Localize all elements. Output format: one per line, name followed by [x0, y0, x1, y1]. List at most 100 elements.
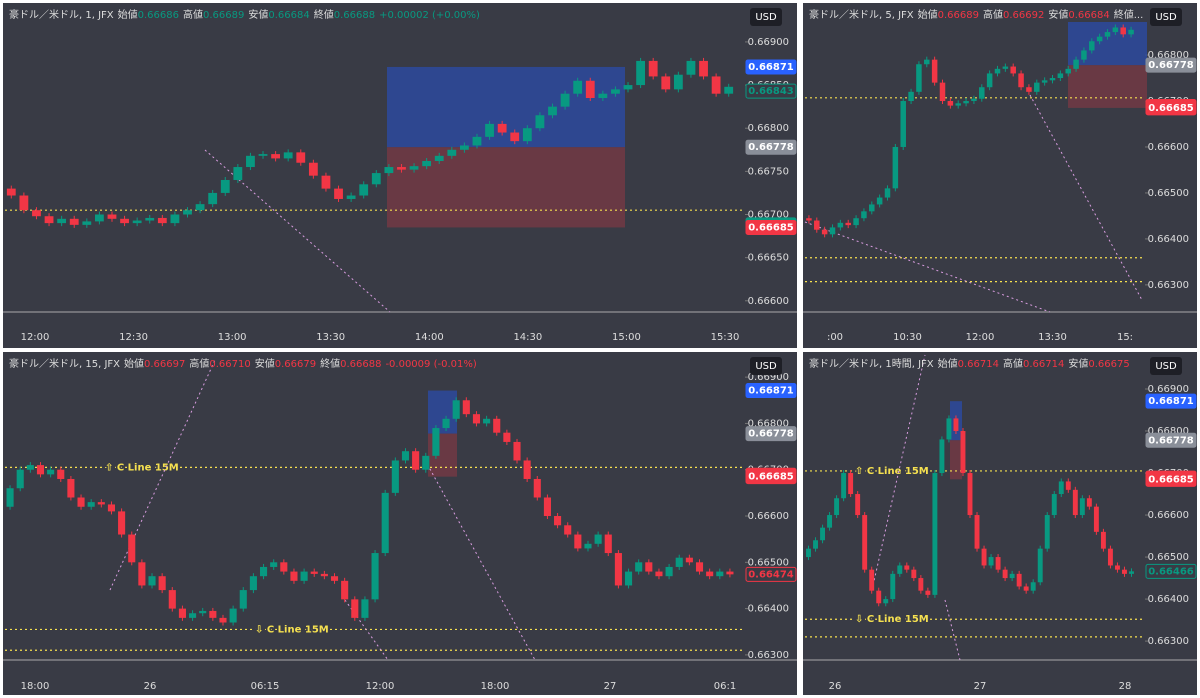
candle-body: [869, 204, 875, 212]
level-label: ⇧ C Line 15M: [105, 462, 179, 473]
candle-body: [813, 540, 818, 549]
candle-body: [947, 101, 954, 106]
candle-body: [1100, 531, 1106, 549]
panel: [803, 352, 1197, 695]
candle-body: [259, 566, 268, 577]
candle-body: [361, 599, 369, 618]
field-value: 0.66675: [1088, 359, 1129, 370]
field-label: 安値: [1048, 8, 1068, 21]
candle-body: [183, 210, 192, 215]
candle-body: [636, 60, 646, 86]
candle-body: [351, 599, 359, 618]
candle-body: [120, 218, 129, 224]
y-tick-label: 0.66500: [748, 557, 789, 568]
candle-body: [635, 562, 643, 572]
x-tick-label: 26: [829, 681, 842, 692]
candle-body: [157, 217, 167, 224]
candle-body: [981, 548, 987, 566]
candle-body: [170, 214, 180, 224]
y-tick-label: 0.66900: [748, 37, 789, 48]
currency-button: [1150, 357, 1182, 375]
candle-body: [806, 218, 812, 221]
candle-body: [853, 218, 859, 226]
price-tag: [745, 59, 797, 75]
candle-body: [422, 455, 430, 470]
candle-body: [661, 76, 671, 90]
field-value: 0.66692: [1003, 10, 1044, 21]
currency-button: [750, 357, 782, 375]
candle-body: [118, 511, 126, 535]
candle-body: [341, 580, 349, 600]
trend-line: [871, 354, 926, 591]
candle-body: [229, 608, 237, 623]
price-tag-label: 0.66871: [748, 62, 794, 73]
candle-body: [979, 87, 985, 99]
field-value: 0.66710: [209, 359, 250, 370]
candle-body: [908, 91, 914, 102]
candle-body: [189, 613, 197, 618]
candle-body: [69, 218, 79, 225]
field-label: 終値: [320, 357, 340, 370]
y-tick-label: 0.66600: [748, 296, 789, 307]
candle-body: [953, 418, 959, 432]
candle-body: [321, 175, 331, 189]
x-tick-label: 15:00: [612, 332, 641, 343]
candle-body: [330, 576, 339, 581]
candle-body: [497, 123, 507, 133]
field-value: 0.66679: [275, 359, 316, 370]
candle-body: [1072, 489, 1078, 516]
candle-body: [967, 473, 973, 516]
candle-body: [543, 497, 551, 517]
candle-body: [686, 60, 696, 75]
y-tick-label: 0.66600: [1148, 510, 1189, 521]
candle-body: [1129, 571, 1134, 574]
candle-body: [645, 562, 653, 572]
candle-body: [1093, 506, 1099, 532]
field-value: 0.66688: [334, 10, 375, 21]
x-tick-label: 18:00: [481, 681, 510, 692]
price-tag: [745, 469, 797, 485]
candle-body: [1058, 481, 1064, 495]
stop-zone: [1068, 65, 1147, 108]
candle-body: [308, 162, 318, 176]
candle-body: [1079, 498, 1085, 516]
candle-body: [459, 145, 469, 150]
candle-body: [1030, 582, 1036, 591]
candle-body: [1114, 565, 1120, 570]
legend-header: 豪ドル／米ドル, 1時間, JFX 始値0.66714 高値0.66714 安値0.6…: [809, 357, 1130, 370]
candle-body: [1096, 36, 1103, 42]
field-value: 0.66689: [938, 10, 979, 21]
candle-body: [931, 59, 938, 83]
candle-body: [1104, 32, 1111, 37]
candle-body: [384, 167, 394, 174]
candle-body: [1051, 494, 1057, 516]
candle-body: [510, 132, 520, 142]
candle-body: [219, 617, 227, 623]
trend-line: [344, 599, 389, 661]
candle-body: [270, 562, 278, 567]
price-tag-label: 0.66778: [1148, 60, 1194, 71]
stop-zone: [428, 433, 457, 477]
candle-body: [974, 515, 980, 549]
candle-body: [1002, 569, 1008, 579]
candle-body: [614, 553, 622, 586]
candle-body: [97, 502, 105, 505]
currency-button: [1150, 8, 1182, 26]
candle-body: [960, 431, 966, 474]
candle-body: [87, 502, 95, 507]
candle-body: [412, 451, 420, 470]
level-label: ⇧ C Line 15M: [855, 466, 929, 477]
field-value: 0.66697: [144, 359, 185, 370]
price-tag-label: 0.66685: [748, 472, 794, 483]
x-tick-label: 13:00: [218, 332, 247, 343]
candle-body: [401, 451, 410, 461]
candle-body: [334, 188, 343, 199]
field-value: 0.66684: [268, 10, 309, 21]
candle-body: [916, 64, 922, 92]
candle-body: [220, 179, 230, 193]
field-label: 始値: [124, 357, 144, 370]
candle-body: [300, 571, 308, 581]
y-tick-label: 0.66400: [1148, 234, 1189, 245]
candle-body: [1044, 515, 1050, 549]
